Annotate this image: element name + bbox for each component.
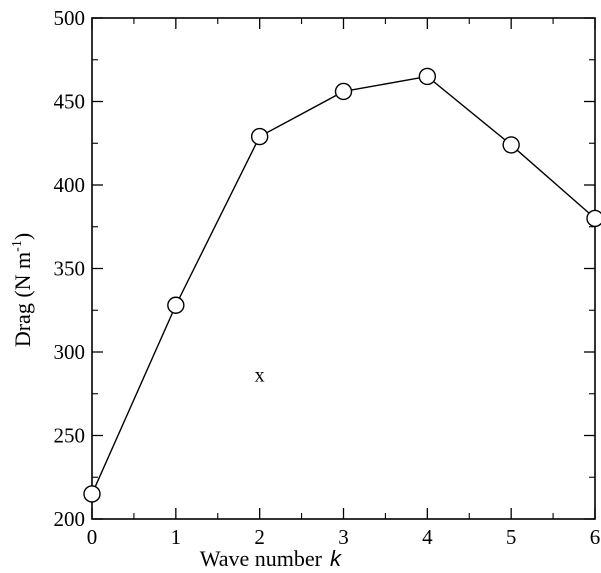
data-point bbox=[586, 209, 601, 228]
x-tick-label: 4 bbox=[422, 525, 433, 549]
x-axis-title-text: Wave number bbox=[200, 546, 323, 571]
data-point bbox=[502, 136, 520, 154]
y-tick-label: 400 bbox=[54, 173, 86, 197]
x-tick-label: 0 bbox=[87, 525, 98, 549]
x-axis-title-symbol: k bbox=[330, 546, 342, 571]
y-axis-title-close: ) bbox=[10, 233, 35, 240]
y-tick-label: 450 bbox=[54, 90, 86, 114]
data-point bbox=[334, 82, 353, 101]
annotation-x: x bbox=[255, 364, 265, 386]
data-point bbox=[83, 485, 101, 503]
data-point bbox=[167, 296, 185, 314]
y-tick-label: 300 bbox=[54, 340, 86, 364]
y-tick-label: 500 bbox=[54, 6, 86, 30]
y-tick-label: 250 bbox=[54, 424, 86, 448]
data-point bbox=[250, 127, 269, 146]
x-axis-title: Wave number bbox=[200, 546, 323, 571]
tick-labels: 0 1 2 3 4 5 6 200 250 300 350 400 450 500 bbox=[54, 6, 601, 549]
ticks bbox=[91, 17, 596, 520]
x-tick-label: 1 bbox=[171, 525, 182, 549]
x-tick-label: 2 bbox=[254, 525, 265, 549]
series bbox=[83, 67, 601, 503]
x-tick-label: 5 bbox=[506, 525, 517, 549]
y-axis-title-text: Drag (N m bbox=[10, 252, 35, 347]
series-line bbox=[91, 75, 596, 495]
data-point bbox=[418, 67, 437, 86]
x-tick-label: 6 bbox=[590, 525, 601, 549]
y-axis-title: Drag (N m-1) bbox=[10, 233, 35, 347]
y-tick-label: 350 bbox=[54, 257, 86, 281]
x-tick-label: 3 bbox=[338, 525, 349, 549]
y-tick-label: 200 bbox=[54, 507, 86, 531]
y-axis-title-sup: -1 bbox=[10, 240, 25, 252]
